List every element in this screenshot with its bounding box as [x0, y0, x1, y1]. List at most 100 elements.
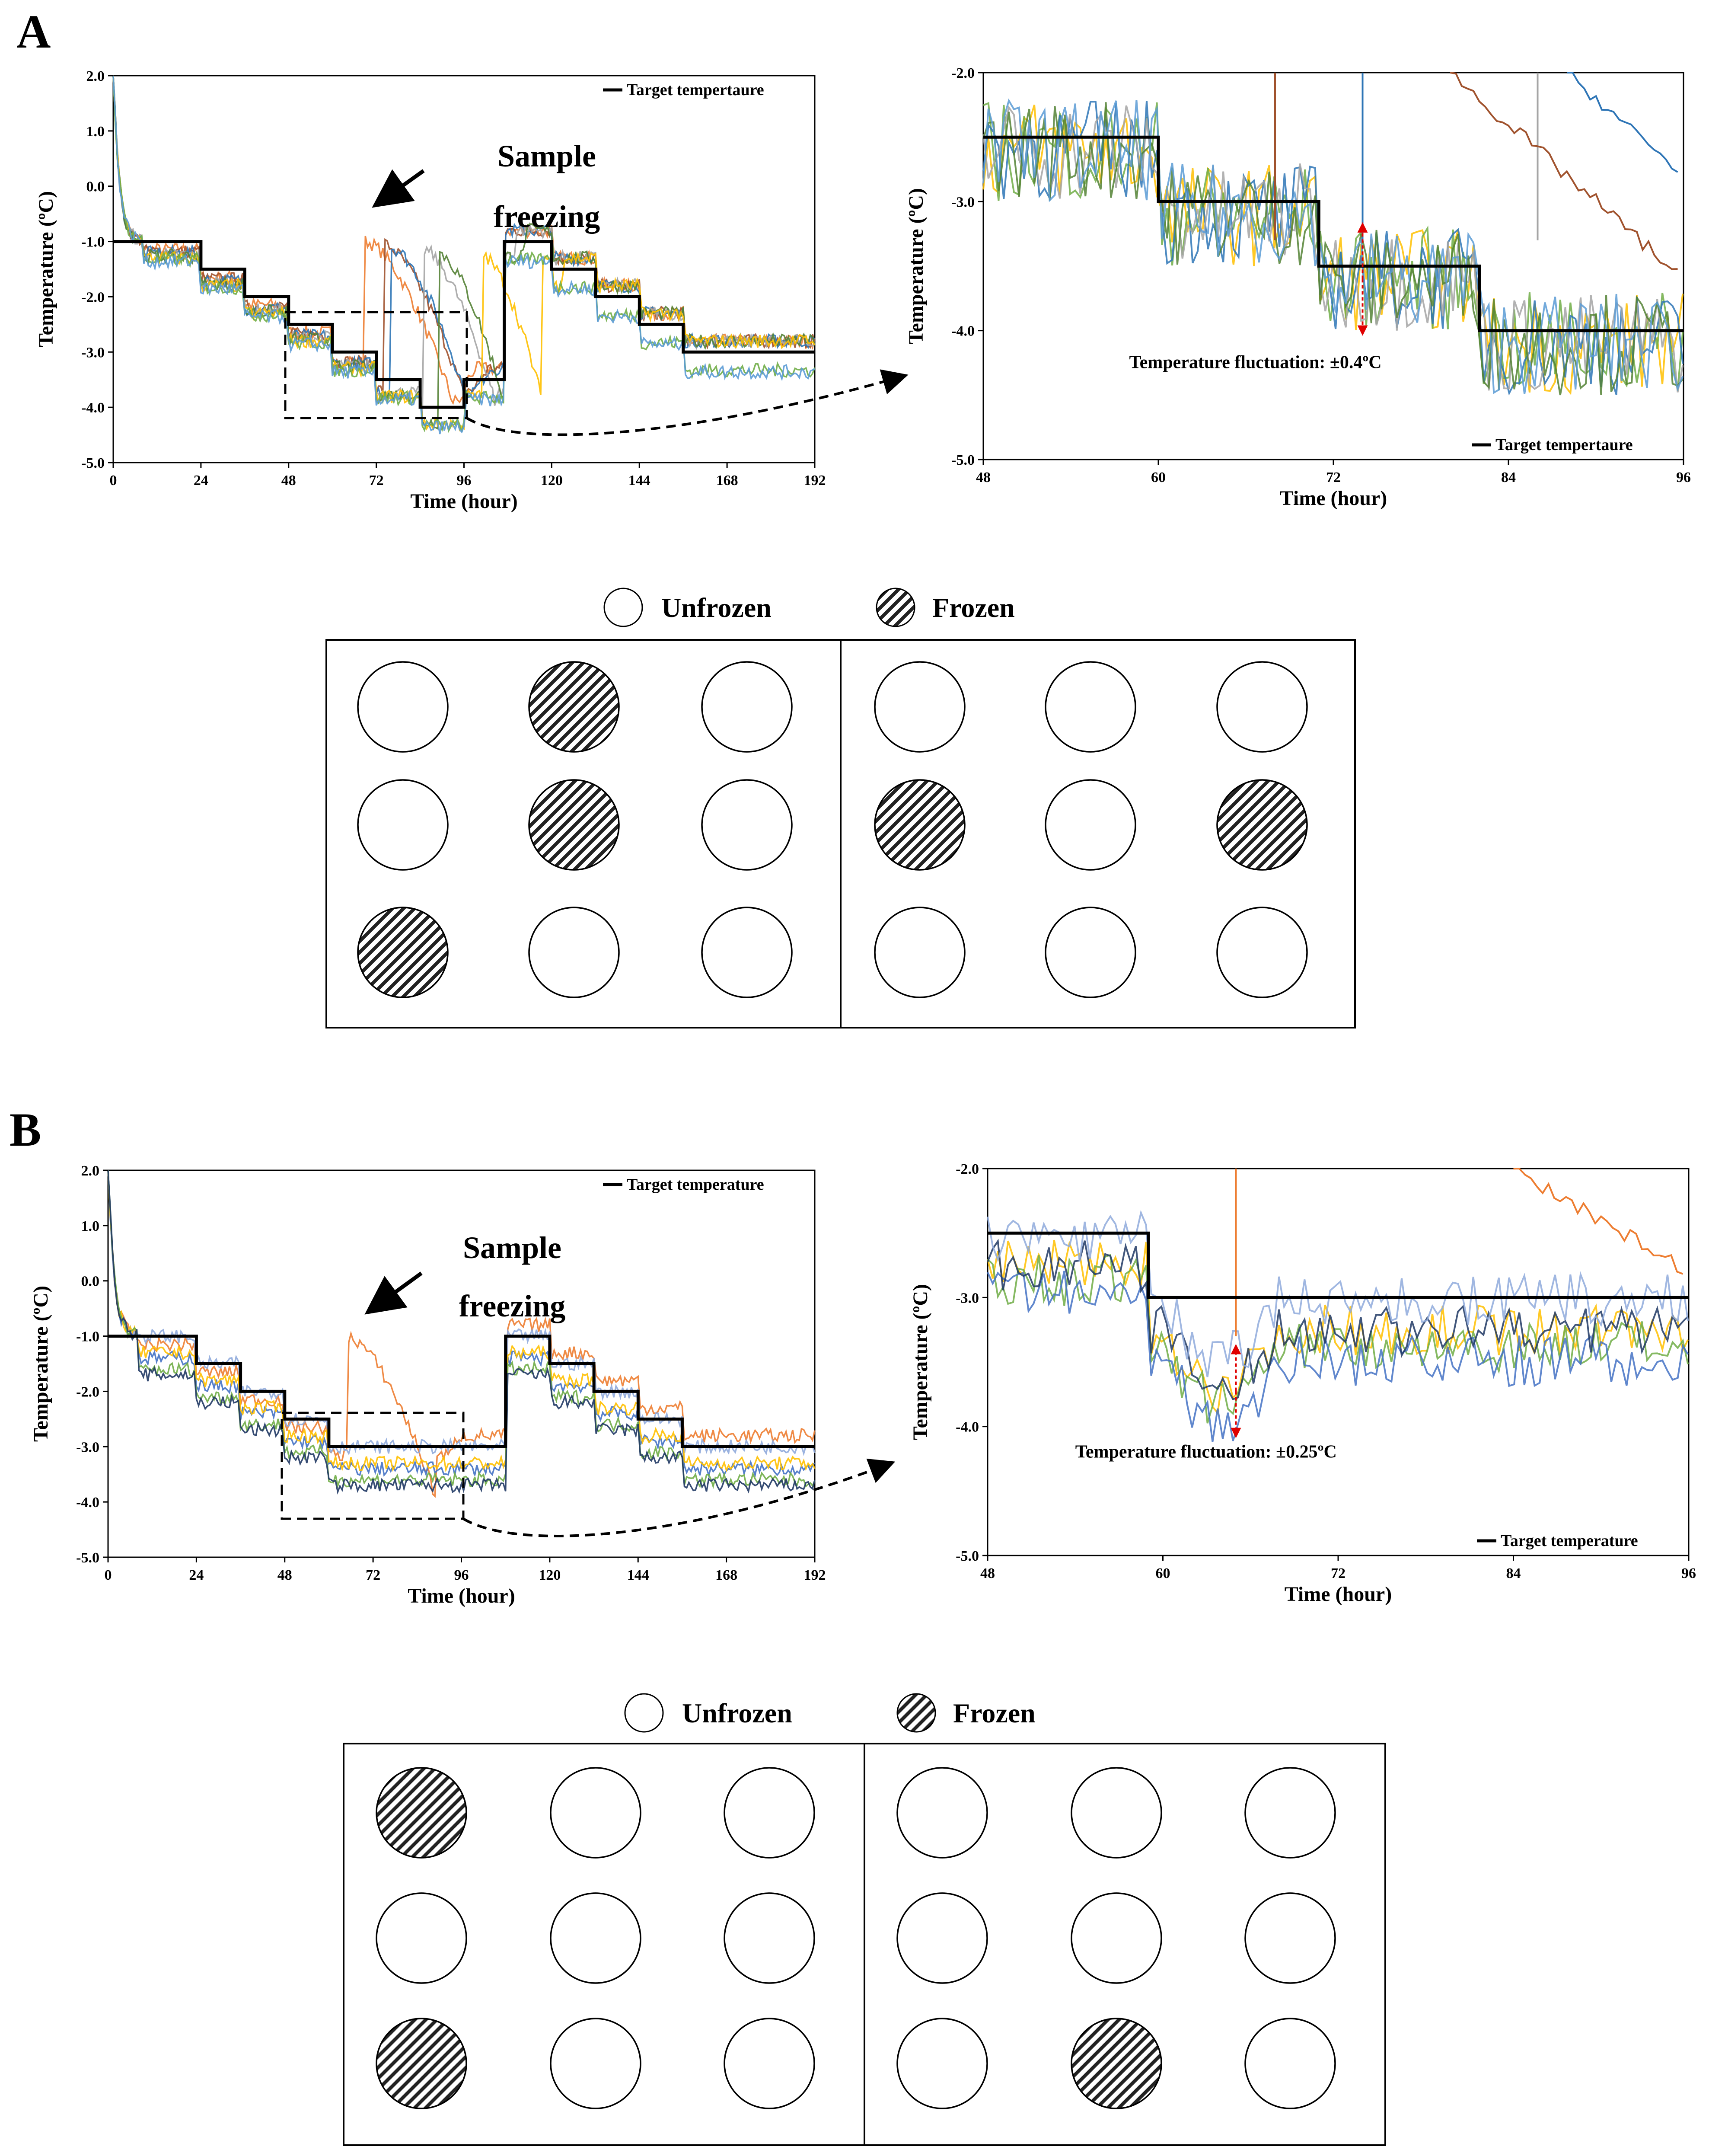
chartB-main-series-yellow	[107, 1170, 816, 1473]
chartA-zoom-freeze-decay-blue	[1567, 72, 1678, 173]
key-unfrozen-circle	[603, 588, 643, 627]
chartA-main-target-line	[113, 240, 815, 409]
chartA-zoom-ytick-label: -5.0	[951, 452, 975, 468]
chartB-zoom-target-line	[988, 1231, 1689, 1299]
well-unfrozen	[724, 1767, 815, 1859]
chartA-main-ytick-label: -1.0	[81, 234, 105, 250]
panel-a-frozen-key: Unfrozen Frozen	[603, 588, 1015, 627]
chartB-main-ytick-label: -5.0	[76, 1550, 99, 1566]
chartB-main-xtick-label: 24	[189, 1567, 204, 1583]
chartA-main-y-axis-label: Temperature (ºC)	[35, 191, 57, 347]
key-frozen-circle	[876, 588, 915, 627]
chartB-zoom-series-4	[987, 1210, 1689, 1377]
well-unfrozen	[1071, 1892, 1162, 1984]
well-unfrozen	[357, 779, 449, 871]
chartA-zoom-series-2	[982, 101, 1684, 396]
chartA-main-ytick-label: 2.0	[86, 68, 105, 84]
key-frozen-label: Frozen	[953, 1698, 1036, 1728]
well-frozen	[528, 779, 620, 871]
panel-b-main-chart: 0 24 48 72 96 120 144 168 192 2.0 1.0 0.0 -1.0 -2.0 -3…	[29, 1163, 826, 1607]
panel-b-frozen-key: Unfrozen Frozen	[624, 1693, 1036, 1733]
well-unfrozen	[701, 907, 793, 998]
chartB-main-ytick-label: 1.0	[81, 1218, 100, 1234]
well-frozen	[376, 2018, 467, 2109]
key-frozen-label: Frozen	[932, 592, 1015, 623]
chartB-main-xtick-label: 144	[627, 1567, 649, 1583]
panel-b-annotation-sample: Sample	[463, 1230, 561, 1265]
chartA-main-xtick-label: 168	[716, 473, 738, 489]
chartA-zoom-fluctuation-label: Temperature fluctuation: ±0.4ºC	[1129, 352, 1382, 372]
well-frozen	[874, 779, 966, 871]
chartA-main-xtick-label: 96	[457, 473, 472, 489]
chartA-zoom-x-axis-label: Time (hour)	[1280, 487, 1387, 510]
chartA-zoom-series-5	[982, 98, 1684, 394]
well-unfrozen	[550, 1767, 641, 1859]
chartB-main-xtick-label: 72	[366, 1567, 380, 1583]
chartB-zoom-xtick-label: 96	[1681, 1565, 1696, 1581]
chartA-main-ytick-label: -3.0	[81, 345, 105, 361]
key-unfrozen-label: Unfrozen	[682, 1698, 792, 1728]
panel-a-zoom-box	[284, 311, 468, 419]
chartB-zoom-fluctuation-label: Temperature fluctuation: ±0.25ºC	[1075, 1442, 1337, 1462]
chartB-zoom-x-axis-label: Time (hour)	[1285, 1583, 1392, 1606]
chartA-main-xtick-label: 0	[110, 473, 117, 489]
chartA-zoom-series-4	[982, 102, 1683, 396]
well-unfrozen	[896, 1767, 988, 1859]
panel-a-main-chart: 0 24 48 72 96 120 144 168 192 2.0 1.0 0.0 -1.0 -2.0 -3…	[35, 68, 826, 513]
chartB-zoom-y-axis-label: Temperature (ºC)	[909, 1284, 932, 1440]
chartA-zoom-legend-label: Target tempertaure	[1495, 436, 1633, 454]
well-unfrozen	[874, 661, 966, 753]
chartA-main-xtick-label: 72	[369, 473, 384, 489]
chartB-zoom-ytick-label: -5.0	[956, 1548, 979, 1564]
chartA-zoom-ytick-label: -2.0	[951, 65, 975, 81]
well-unfrozen	[701, 779, 793, 871]
chartB-zoom-freeze-decay-orange	[1513, 1167, 1683, 1275]
chartA-zoom-y-axis-label: Temperature (ºC)	[905, 188, 928, 344]
well-unfrozen	[724, 2018, 815, 2109]
well-frozen	[1216, 779, 1308, 871]
panel-letter-a: A	[16, 5, 51, 58]
chartA-main-ytick-label: -4.0	[81, 400, 105, 416]
chartA-main-ytick-label: -5.0	[81, 455, 105, 471]
chartB-zoom-series-2	[987, 1271, 1689, 1442]
chartB-main-ytick-label: 0.0	[81, 1274, 100, 1290]
chartB-zoom-series-3	[987, 1239, 1689, 1400]
chartA-zoom-series-0	[982, 105, 1684, 396]
well-unfrozen	[550, 2018, 641, 2109]
chartA-zoom-target-line	[983, 135, 1683, 332]
chartA-main-xtick-label: 48	[281, 473, 296, 489]
chartA-zoom-ytick-label: -3.0	[951, 194, 975, 210]
well-unfrozen	[724, 1892, 815, 1984]
panel-a-zoom-connector	[466, 369, 909, 436]
well-unfrozen	[701, 661, 793, 753]
panel-a-freezing-arrow	[372, 169, 425, 208]
chartA-main-xtick-label: 120	[541, 473, 563, 489]
well-unfrozen	[896, 1892, 988, 1984]
well-unfrozen	[1071, 1767, 1162, 1859]
chartB-zoom-ytick-label: -3.0	[956, 1290, 979, 1306]
chartA-main-x-axis-label: Time (hour)	[410, 490, 517, 513]
chartB-main-ytick-label: -3.0	[76, 1439, 99, 1455]
chartA-main-series-steelblue	[112, 75, 815, 434]
panel-letter-b: B	[10, 1103, 41, 1156]
well-frozen	[357, 907, 449, 998]
chartB-zoom-xtick-label: 48	[980, 1565, 995, 1581]
chartA-zoom-xtick-label: 96	[1676, 470, 1691, 485]
chartA-main-xtick-label: 192	[804, 473, 826, 489]
chartA-main-ytick-label: 0.0	[86, 179, 105, 195]
chartA-main-ytick-label: -2.0	[81, 289, 105, 305]
well-frozen	[376, 1767, 467, 1859]
panel-a-zoom-chart: 48 60 72 84 96 -2.0 -3.0 -4.0 -5.0 Time (hour) Tem…	[905, 65, 1691, 510]
panel-a-well-plate	[325, 639, 1356, 1028]
panel-b-freezing-arrow	[364, 1271, 423, 1315]
panel-a-annotation-sample: Sample	[497, 139, 596, 173]
chartB-main-xtick-label: 96	[454, 1567, 469, 1583]
well-unfrozen	[1216, 907, 1308, 998]
chartA-zoom-xtick-label: 48	[976, 470, 991, 485]
chartB-zoom-xtick-label: 84	[1506, 1565, 1521, 1581]
panel-b-well-plate	[343, 1743, 1386, 2146]
chartB-main-target-line	[108, 1335, 815, 1448]
well-unfrozen	[1216, 661, 1308, 753]
key-frozen-circle	[896, 1693, 936, 1733]
